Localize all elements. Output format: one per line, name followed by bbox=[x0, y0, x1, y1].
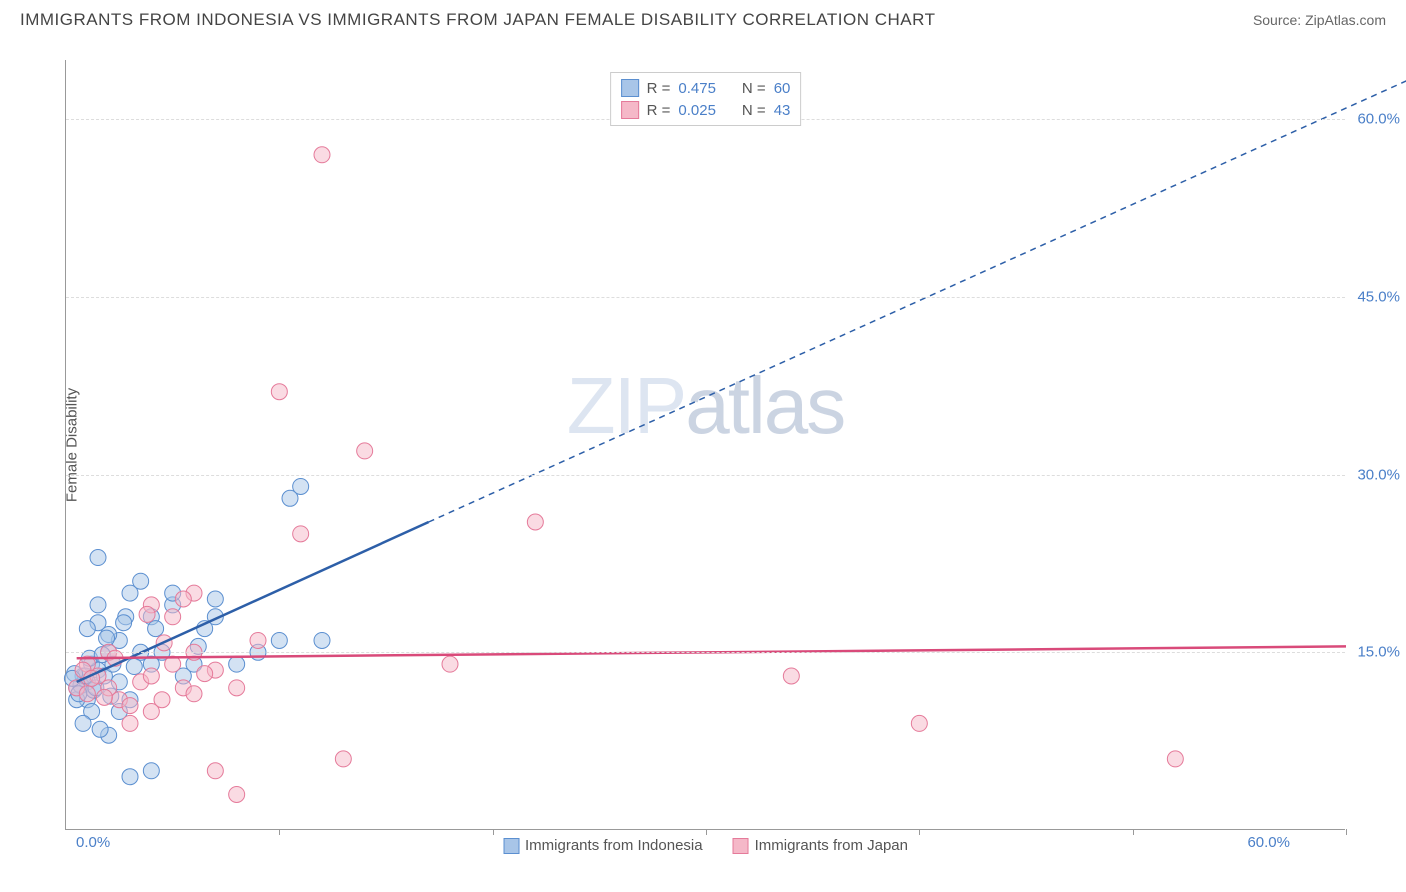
r-value: 0.025 bbox=[678, 102, 716, 119]
scatter-point bbox=[357, 443, 373, 459]
scatter-point bbox=[314, 147, 330, 163]
scatter-point bbox=[1167, 751, 1183, 767]
plot-area: ZIPatlas R =0.475N =60R =0.025N =43 0.0%… bbox=[65, 60, 1345, 830]
scatter-point bbox=[527, 514, 543, 530]
scatter-point bbox=[229, 786, 245, 802]
scatter-point bbox=[442, 656, 458, 672]
scatter-point bbox=[90, 597, 106, 613]
x-axis-min-label: 0.0% bbox=[76, 834, 110, 851]
plot-svg bbox=[66, 60, 1345, 829]
x-axis-max-label: 60.0% bbox=[1247, 834, 1290, 851]
n-value: 43 bbox=[774, 102, 791, 119]
regression-line-dashed bbox=[429, 60, 1406, 522]
scatter-point bbox=[271, 384, 287, 400]
r-label: R = bbox=[647, 102, 671, 119]
scatter-point bbox=[314, 632, 330, 648]
scatter-point bbox=[207, 591, 223, 607]
legend-item: Immigrants from Japan bbox=[733, 837, 908, 854]
scatter-point bbox=[271, 632, 287, 648]
scatter-point bbox=[293, 526, 309, 542]
chart-container: Female Disability ZIPatlas R =0.475N =60… bbox=[55, 50, 1385, 840]
series-legend: Immigrants from Indonesia Immigrants from… bbox=[503, 837, 908, 854]
scatter-point bbox=[143, 763, 159, 779]
n-label: N = bbox=[742, 102, 766, 119]
scatter-point bbox=[186, 686, 202, 702]
scatter-point bbox=[122, 715, 138, 731]
scatter-point bbox=[96, 689, 112, 705]
scatter-point bbox=[335, 751, 351, 767]
legend-item: Immigrants from Indonesia bbox=[503, 837, 703, 854]
scatter-point bbox=[229, 656, 245, 672]
scatter-point bbox=[92, 721, 108, 737]
x-tick bbox=[1133, 829, 1134, 835]
legend-row: R = 0.025 N = 43 bbox=[621, 99, 791, 121]
legend-swatch bbox=[733, 838, 749, 854]
y-tick-label: 60.0% bbox=[1357, 111, 1400, 128]
scatter-point bbox=[165, 609, 181, 625]
x-tick bbox=[493, 829, 494, 835]
x-tick bbox=[706, 829, 707, 835]
n-label: N = bbox=[742, 80, 766, 97]
r-label: R = bbox=[647, 80, 671, 97]
scatter-point bbox=[207, 763, 223, 779]
gridline bbox=[66, 297, 1345, 298]
legend-row: R = 0.475 N = 60 bbox=[621, 77, 791, 99]
scatter-point bbox=[139, 606, 155, 622]
chart-title: IMMIGRANTS FROM INDONESIA VS IMMIGRANTS … bbox=[20, 10, 935, 30]
x-tick bbox=[919, 829, 920, 835]
scatter-point bbox=[911, 715, 927, 731]
y-tick-label: 45.0% bbox=[1357, 288, 1400, 305]
scatter-point bbox=[90, 550, 106, 566]
scatter-point bbox=[133, 573, 149, 589]
y-tick-label: 30.0% bbox=[1357, 466, 1400, 483]
source-label: Source: ZipAtlas.com bbox=[1253, 12, 1386, 28]
scatter-point bbox=[122, 698, 138, 714]
x-tick bbox=[279, 829, 280, 835]
scatter-point bbox=[116, 615, 132, 631]
scatter-point bbox=[148, 621, 164, 637]
scatter-point bbox=[250, 632, 266, 648]
legend-swatch bbox=[621, 79, 639, 97]
correlation-legend: R = 0.475 N = 60 R = 0.025 N = 43 bbox=[610, 72, 802, 126]
scatter-point bbox=[75, 715, 91, 731]
scatter-point bbox=[783, 668, 799, 684]
legend-swatch bbox=[621, 101, 639, 119]
scatter-point bbox=[126, 659, 142, 675]
y-tick-label: 15.0% bbox=[1357, 644, 1400, 661]
scatter-point bbox=[229, 680, 245, 696]
scatter-point bbox=[79, 686, 95, 702]
scatter-point bbox=[143, 704, 159, 720]
scatter-point bbox=[79, 621, 95, 637]
scatter-point bbox=[293, 478, 309, 494]
n-value: 60 bbox=[774, 80, 791, 97]
legend-label: Immigrants from Indonesia bbox=[525, 837, 703, 854]
gridline bbox=[66, 475, 1345, 476]
legend-label: Immigrants from Japan bbox=[755, 837, 908, 854]
x-tick bbox=[1346, 829, 1347, 835]
scatter-point bbox=[99, 630, 115, 646]
legend-swatch bbox=[503, 838, 519, 854]
scatter-point bbox=[197, 666, 213, 682]
scatter-point bbox=[175, 591, 191, 607]
scatter-point bbox=[122, 769, 138, 785]
gridline bbox=[66, 652, 1345, 653]
r-value: 0.475 bbox=[678, 80, 716, 97]
scatter-point bbox=[143, 668, 159, 684]
